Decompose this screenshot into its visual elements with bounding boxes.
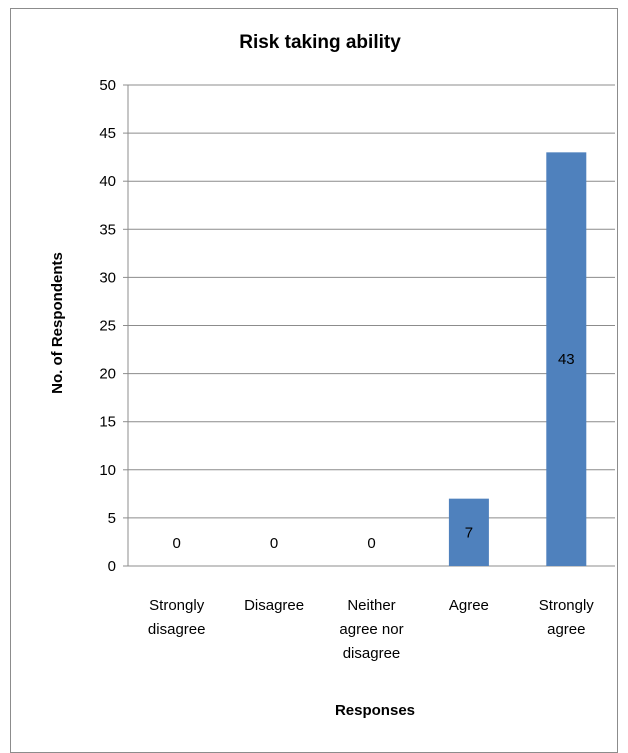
chart-title: Risk taking ability bbox=[239, 32, 401, 53]
x-tick-label: Agree bbox=[449, 597, 489, 614]
y-tick-label: 30 bbox=[99, 269, 116, 286]
data-label: 43 bbox=[558, 351, 575, 368]
data-label: 0 bbox=[270, 535, 278, 552]
y-tick-label: 10 bbox=[99, 462, 116, 479]
y-axis-title: No. of Respondents bbox=[49, 252, 66, 394]
x-tick-label: Neither bbox=[347, 597, 395, 614]
x-tick-label: agree nor bbox=[339, 621, 403, 638]
y-tick-label: 0 bbox=[108, 558, 116, 575]
chart-frame bbox=[10, 8, 618, 753]
data-label: 0 bbox=[367, 535, 375, 552]
bar bbox=[448, 498, 489, 566]
y-tick-label: 35 bbox=[99, 221, 116, 238]
y-tick-label: 45 bbox=[99, 125, 116, 142]
y-tick-label: 50 bbox=[99, 77, 116, 94]
data-label: 0 bbox=[173, 535, 181, 552]
x-tick-label: agree bbox=[547, 621, 585, 638]
plot-area: 0 5 10 15 20 25 30 35 40 45 50 0 Strongly disagree 0 Di… bbox=[99, 77, 615, 662]
x-axis-title: Responses bbox=[335, 702, 415, 719]
x-tick-label: Disagree bbox=[244, 597, 304, 614]
x-tick-label: Strongly bbox=[539, 597, 595, 614]
x-tick-label: disagree bbox=[148, 621, 206, 638]
x-tick-label: disagree bbox=[343, 645, 401, 662]
y-tick-label: 25 bbox=[99, 318, 116, 335]
x-tick-label: Strongly bbox=[149, 597, 205, 614]
y-tick-label: 5 bbox=[108, 510, 116, 527]
y-tick-label: 20 bbox=[99, 366, 116, 383]
y-tick-label: 15 bbox=[99, 414, 116, 431]
bar bbox=[546, 152, 587, 566]
y-tick-label: 40 bbox=[99, 173, 116, 190]
data-label: 7 bbox=[465, 524, 473, 541]
